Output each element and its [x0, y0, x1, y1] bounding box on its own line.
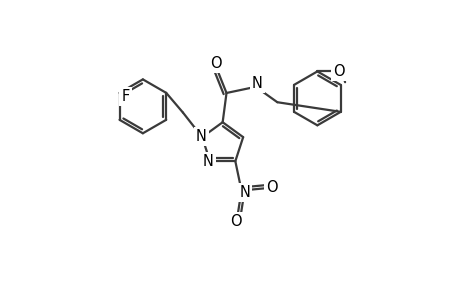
Text: N: N [239, 185, 250, 200]
Text: N: N [196, 129, 207, 144]
Text: N: N [252, 76, 262, 91]
Text: O: O [332, 64, 344, 79]
Text: F: F [121, 89, 129, 104]
Text: O: O [230, 214, 241, 229]
Text: N: N [202, 154, 213, 169]
Text: O: O [209, 56, 221, 71]
Text: O: O [266, 180, 278, 195]
